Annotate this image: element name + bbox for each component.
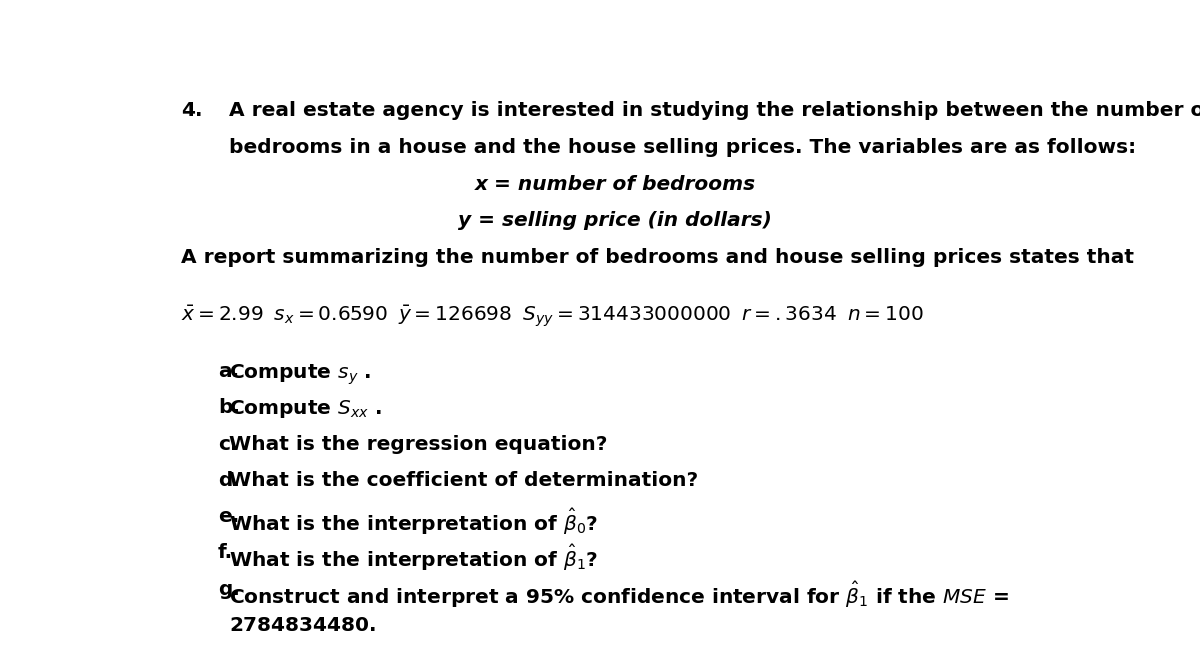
Text: Construct and interpret a 95% confidence interval for $\hat{\beta}_1$ if the $MS: Construct and interpret a 95% confidence… bbox=[229, 579, 1009, 610]
Text: bedrooms in a house and the house selling prices. The variables are as follows:: bedrooms in a house and the house sellin… bbox=[229, 138, 1136, 157]
Text: $\bar{x} = 2.99\;\;s_x = 0.6590\;\;\bar{y} = 126698\;\;S_{yy} = 314433000000\;\;: $\bar{x} = 2.99\;\;s_x = 0.6590\;\;\bar{… bbox=[181, 303, 923, 329]
Text: Compute $s_y$ .: Compute $s_y$ . bbox=[229, 362, 372, 387]
Text: f.: f. bbox=[218, 543, 233, 562]
Text: A report summarizing the number of bedrooms and house selling prices states that: A report summarizing the number of bedro… bbox=[181, 248, 1134, 267]
Text: What is the interpretation of $\hat{\beta}_1$?: What is the interpretation of $\hat{\bet… bbox=[229, 543, 598, 574]
Text: What is the coefficient of determination?: What is the coefficient of determination… bbox=[229, 471, 698, 490]
Text: g.: g. bbox=[218, 579, 240, 598]
Text: What is the interpretation of $\hat{\beta}_0$?: What is the interpretation of $\hat{\bet… bbox=[229, 508, 598, 537]
Text: A real estate agency is interested in studying the relationship between the numb: A real estate agency is interested in st… bbox=[229, 101, 1200, 120]
Text: What is the regression equation?: What is the regression equation? bbox=[229, 435, 607, 454]
Text: e.: e. bbox=[218, 508, 239, 526]
Text: c.: c. bbox=[218, 435, 238, 454]
Text: x = number of bedrooms: x = number of bedrooms bbox=[474, 175, 756, 194]
Text: 4.: 4. bbox=[181, 101, 202, 120]
Text: y = selling price (in dollars): y = selling price (in dollars) bbox=[458, 211, 772, 230]
Text: Compute $S_{xx}$ .: Compute $S_{xx}$ . bbox=[229, 398, 382, 421]
Text: 2784834480.: 2784834480. bbox=[229, 616, 377, 635]
Text: a.: a. bbox=[218, 362, 239, 381]
Text: d.: d. bbox=[218, 471, 240, 490]
Text: b.: b. bbox=[218, 398, 240, 417]
